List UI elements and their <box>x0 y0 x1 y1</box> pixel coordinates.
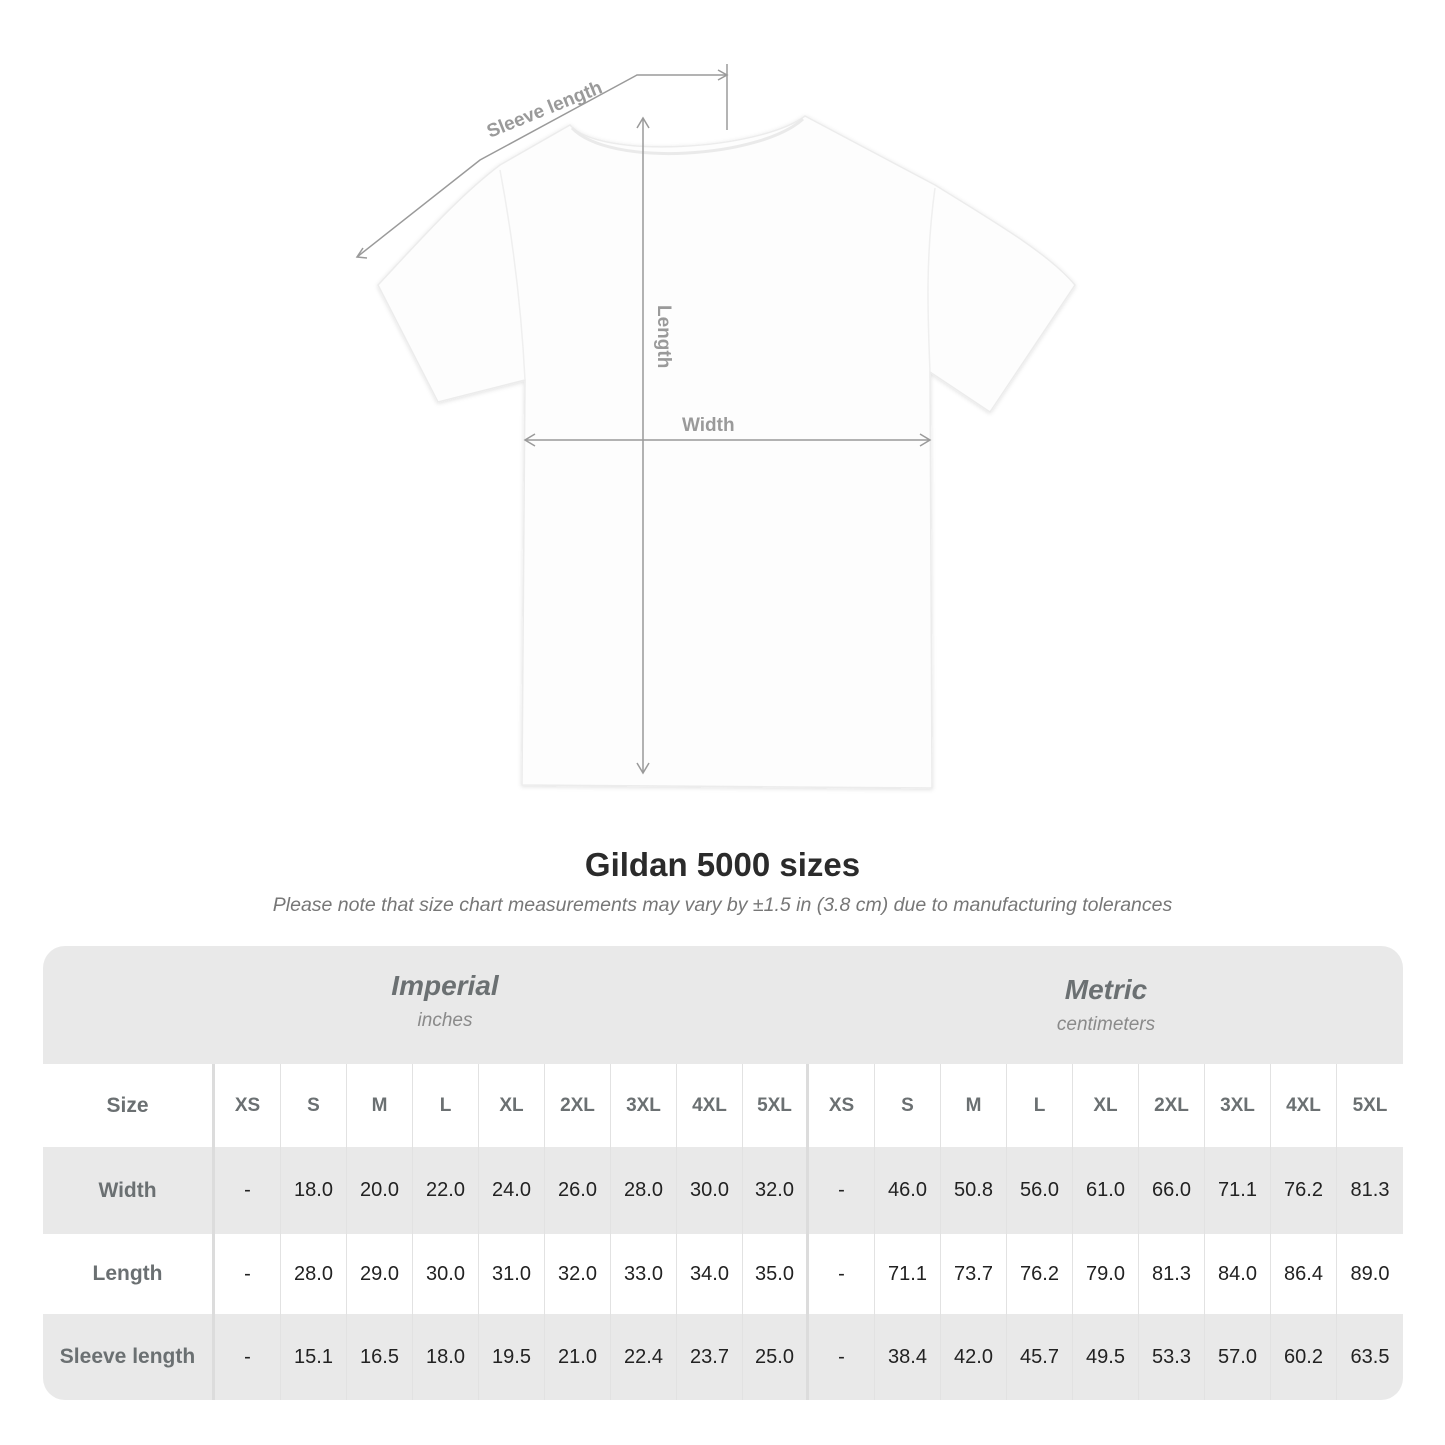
imperial-size-header: M <box>347 1064 413 1147</box>
metric-value-cell: 71.1 <box>1205 1147 1271 1234</box>
imperial-value-cell: 19.5 <box>479 1314 545 1400</box>
imperial-value-cell: 23.7 <box>677 1314 743 1400</box>
metric-value-cell: 45.7 <box>1007 1314 1073 1400</box>
metric-value-cell: 71.1 <box>875 1234 941 1314</box>
imperial-unit: inches <box>417 1010 473 1031</box>
imperial-value-cell: 28.0 <box>281 1234 347 1314</box>
imperial-value-cell: 35.0 <box>743 1234 809 1314</box>
imperial-value-cell: 29.0 <box>347 1234 413 1314</box>
metric-size-header: M <box>941 1064 1007 1147</box>
imperial-value-cell: 18.0 <box>413 1314 479 1400</box>
imperial-value-cell: 32.0 <box>743 1147 809 1234</box>
metric-value-cell: - <box>809 1234 875 1314</box>
width-label: Width <box>682 415 735 436</box>
imperial-value-cell: - <box>215 1147 281 1234</box>
metric-size-header: 3XL <box>1205 1064 1271 1147</box>
metric-unit: centimeters <box>1056 1014 1156 1035</box>
metric-size-header: 2XL <box>1139 1064 1205 1147</box>
table-row: Width -18.0 20.0 22.0 24.0 26.0 28.0 30.0 32.0-4… <box>43 1147 1403 1234</box>
imperial-value-cell: 34.0 <box>677 1234 743 1314</box>
metric-value-cell: 76.2 <box>1271 1147 1337 1234</box>
metric-value-cell: 66.0 <box>1139 1147 1205 1234</box>
imperial-size-header: 2XL <box>545 1064 611 1147</box>
row-label: Sleeve length <box>43 1314 215 1400</box>
imperial-value-cell: 24.0 <box>479 1147 545 1234</box>
metric-value-cell: 79.0 <box>1073 1234 1139 1314</box>
imperial-size-header: 4XL <box>677 1064 743 1147</box>
metric-size-header: 5XL <box>1352 1094 1388 1116</box>
measurement-lines <box>355 64 932 775</box>
metric-size-header: S <box>875 1064 941 1147</box>
unit-header-band <box>43 946 1403 1064</box>
metric-size-header: 4XL <box>1271 1064 1337 1147</box>
imperial-header: Imperial inches <box>215 970 675 1088</box>
metric-value-cell: 61.0 <box>1073 1147 1139 1234</box>
table-row: Sleeve length -15.1 16.5 18.0 19.5 21.0 22.4 23… <box>43 1314 1403 1400</box>
imperial-value-cell: - <box>215 1234 281 1314</box>
metric-value-cell: - <box>809 1147 875 1234</box>
length-label: Length <box>653 305 674 368</box>
metric-title: Metric <box>1064 974 1148 1005</box>
metric-value-cell: 73.7 <box>941 1234 1007 1314</box>
table-row: Length -28.0 29.0 30.0 31.0 32.0 33.0 34.0 35.0-… <box>43 1234 1403 1314</box>
imperial-size-header: XL <box>479 1064 545 1147</box>
imperial-value-cell: 20.0 <box>347 1147 413 1234</box>
imperial-value-cell: 30.0 <box>413 1234 479 1314</box>
imperial-value-cell: - <box>215 1314 281 1400</box>
imperial-value-cell: 25.0 <box>743 1314 809 1400</box>
imperial-value-cell: 22.4 <box>611 1314 677 1400</box>
imperial-value-cell: 28.0 <box>611 1147 677 1234</box>
metric-value-cell: 38.4 <box>875 1314 941 1400</box>
imperial-value-cell: 30.0 <box>677 1147 743 1234</box>
metric-value-cell: 84.0 <box>1205 1234 1271 1314</box>
tshirt-measurement-diagram: Sleeve length Length Width <box>355 64 1076 789</box>
metric-value-cell: 53.3 <box>1139 1314 1205 1400</box>
metric-header: Metric centimeters <box>809 974 1403 1092</box>
metric-value-cell: 42.0 <box>941 1314 1007 1400</box>
imperial-value-cell: 18.0 <box>281 1147 347 1234</box>
size-header-row: Size XS S M L XL 2XL 3XL 4XL 5XL XS S M L XL 2XL 3XL 4XL 5… <box>43 1064 1403 1147</box>
imperial-value-cell: 33.0 <box>611 1234 677 1314</box>
metric-value-cell: 63.5 <box>1350 1345 1390 1368</box>
tshirt-illustration <box>377 115 1076 789</box>
sleeve-length-label: Sleeve length <box>484 77 605 142</box>
row-label: Width <box>43 1147 215 1234</box>
metric-size-header: L <box>1007 1064 1073 1147</box>
metric-value-cell: 50.8 <box>941 1147 1007 1234</box>
size-chart-table: Imperial inches Metric centimeters Size X… <box>43 946 1403 1400</box>
metric-value-cell: 89.0 <box>1350 1262 1390 1285</box>
metric-value-cell: 81.3 <box>1139 1234 1205 1314</box>
imperial-value-cell: 21.0 <box>545 1314 611 1400</box>
metric-value-cell: 86.4 <box>1271 1234 1337 1314</box>
imperial-size-header: S <box>281 1064 347 1147</box>
metric-value-cell: - <box>809 1314 875 1400</box>
imperial-value-cell: 32.0 <box>545 1234 611 1314</box>
metric-value-cell: 76.2 <box>1007 1234 1073 1314</box>
metric-value-cell: 60.2 <box>1271 1314 1337 1400</box>
page-title: Gildan 5000 sizes <box>584 846 861 883</box>
imperial-size-header: 5XL <box>743 1064 809 1147</box>
imperial-size-header: 3XL <box>611 1064 677 1147</box>
imperial-value-cell: 22.0 <box>413 1147 479 1234</box>
row-label: Length <box>43 1234 215 1314</box>
metric-value-cell: 56.0 <box>1007 1147 1073 1234</box>
metric-size-header: XS <box>809 1064 875 1147</box>
imperial-title: Imperial <box>391 970 499 1001</box>
imperial-value-cell: 26.0 <box>545 1147 611 1234</box>
metric-value-cell: 81.3 <box>1350 1179 1390 1201</box>
imperial-value-cell: 15.1 <box>281 1314 347 1400</box>
imperial-value-cell: 31.0 <box>479 1234 545 1314</box>
metric-value-cell: 46.0 <box>875 1147 941 1234</box>
tolerance-note: Please note that size chart measurements… <box>272 894 1173 916</box>
imperial-size-header: L <box>413 1064 479 1147</box>
imperial-size-header: XS <box>215 1064 281 1147</box>
metric-value-cell: 57.0 <box>1205 1314 1271 1400</box>
size-column-label: Size <box>43 1064 215 1147</box>
imperial-value-cell: 16.5 <box>347 1314 413 1400</box>
metric-size-header: XL <box>1073 1064 1139 1147</box>
metric-value-cell: 49.5 <box>1073 1314 1139 1400</box>
